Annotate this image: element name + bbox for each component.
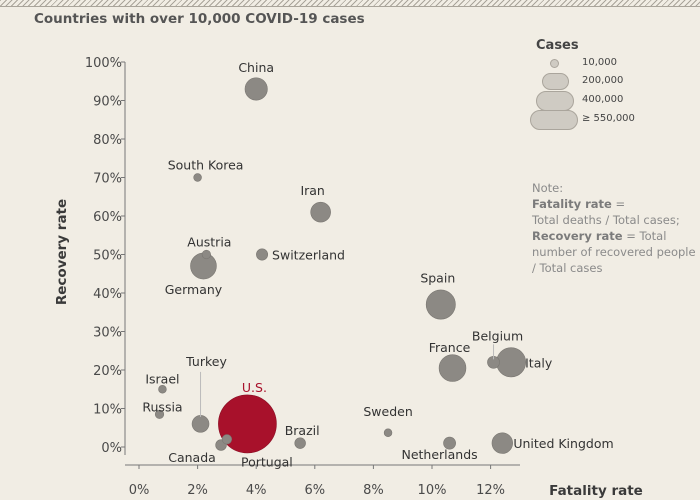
bubble-switzerland (256, 248, 269, 261)
data-points (154, 77, 527, 454)
legend-item: 400,000 (530, 91, 640, 111)
y-tick-label: 80% (93, 133, 122, 148)
bubble-turkey (191, 415, 210, 433)
label-china: China (238, 60, 274, 75)
recovery-definition: = Total number of recovered people / Tot… (532, 229, 696, 275)
bubble-austria (201, 249, 211, 260)
y-tick-label: 20% (93, 364, 122, 379)
x-tick-label: 4% (246, 483, 267, 498)
legend-item: 10,000 (530, 57, 640, 69)
legend-symbol (536, 91, 574, 111)
x-tick-label: 6% (304, 483, 325, 498)
bubble-iran (310, 201, 331, 223)
legend-symbol (550, 59, 559, 68)
note-heading: Note: (532, 181, 564, 195)
bubble-china (244, 77, 268, 101)
bubble-brazil (294, 437, 306, 449)
label-brazil: Brazil (285, 423, 320, 438)
legend-label: ≥ 550,000 (582, 113, 635, 124)
fatality-equals: = (611, 197, 626, 211)
y-tick-label: 40% (93, 287, 122, 302)
label-russia: Russia (142, 399, 182, 414)
note-recovery: Recovery rate = Total number of recovere… (532, 228, 700, 276)
legend-label: 400,000 (582, 94, 624, 105)
definitions-note: Note: Fatality rate = Total deaths / Tot… (532, 180, 700, 276)
note-fatality: Fatality rate = (532, 196, 700, 212)
legend-item: ≥ 550,000 (530, 110, 640, 130)
y-tick-label: 30% (93, 326, 122, 341)
y-tick-label: 70% (93, 172, 122, 187)
bubble-sweden (383, 428, 393, 437)
chart-subtitle: Countries with over 10,000 COVID-19 case… (34, 11, 365, 27)
legend-symbol (542, 73, 569, 90)
x-axis-title: Fatality rate (549, 483, 643, 499)
label-germany: Germany (165, 282, 223, 297)
y-tick-label: 0% (101, 441, 122, 456)
bubble-france (438, 354, 467, 382)
label-france: France (429, 340, 471, 355)
bubble-russia (154, 409, 165, 419)
y-tick-label: 90% (93, 95, 122, 110)
x-tick-label: 12% (476, 483, 505, 498)
bubble-portugal (221, 434, 232, 445)
x-tick-label: 8% (363, 483, 384, 498)
label-sweden: Sweden (363, 404, 412, 419)
label-portugal: Portugal (241, 454, 293, 469)
legend-symbol (530, 110, 578, 130)
bubble-u-s (218, 394, 277, 454)
y-tick-label: 50% (93, 249, 122, 264)
label-turkey: Turkey (185, 354, 227, 369)
label-netherlands: Netherlands (401, 447, 477, 462)
label-austria: Austria (187, 235, 231, 250)
legend-label: 200,000 (582, 75, 624, 86)
label-iran: Iran (300, 183, 324, 198)
x-tick-label: 2% (187, 483, 208, 498)
y-tick-label: 60% (93, 210, 122, 225)
header-rule (0, 6, 700, 7)
label-south-korea: South Korea (168, 158, 244, 173)
label-u-s: U.S. (242, 380, 267, 395)
x-tick-label: 0% (129, 483, 150, 498)
y-tick-label: 10% (93, 403, 122, 418)
header-hatch (0, 0, 700, 6)
label-united-kingdom: United Kingdom (513, 436, 613, 451)
label-israel: Israel (145, 371, 179, 386)
label-italy: Italy (525, 355, 553, 370)
fatality-definition: Total deaths / Total cases; (532, 213, 680, 227)
label-switzerland: Switzerland (272, 248, 345, 263)
label-canada: Canada (168, 450, 216, 465)
legend-label: 10,000 (582, 57, 617, 68)
bubble-israel (158, 385, 167, 394)
bubble-spain (425, 289, 456, 320)
axes: 0% 10% 20% 30% 40% 50% 60% 70% 80% 90% 100% 0% 2% 4% 6… (85, 56, 520, 498)
legend-item: 200,000 (530, 72, 640, 90)
label-belgium: Belgium (472, 328, 523, 343)
x-tick-label: 10% (418, 483, 447, 498)
y-tick-label: 100% (85, 56, 122, 71)
label-spain: Spain (420, 271, 455, 286)
bubble-united-kingdom (491, 432, 513, 454)
bubble-south-korea (193, 173, 202, 182)
bubble-italy (496, 347, 527, 378)
fatality-term: Fatality rate (532, 197, 612, 211)
point-labels: China South Korea Iran Austria Switzerland Ge… (142, 60, 613, 469)
recovery-term: Recovery rate (532, 229, 623, 243)
bubble-netherlands (443, 436, 456, 450)
y-axis-title: Recovery rate (54, 199, 70, 305)
legend-title: Cases (536, 38, 579, 53)
